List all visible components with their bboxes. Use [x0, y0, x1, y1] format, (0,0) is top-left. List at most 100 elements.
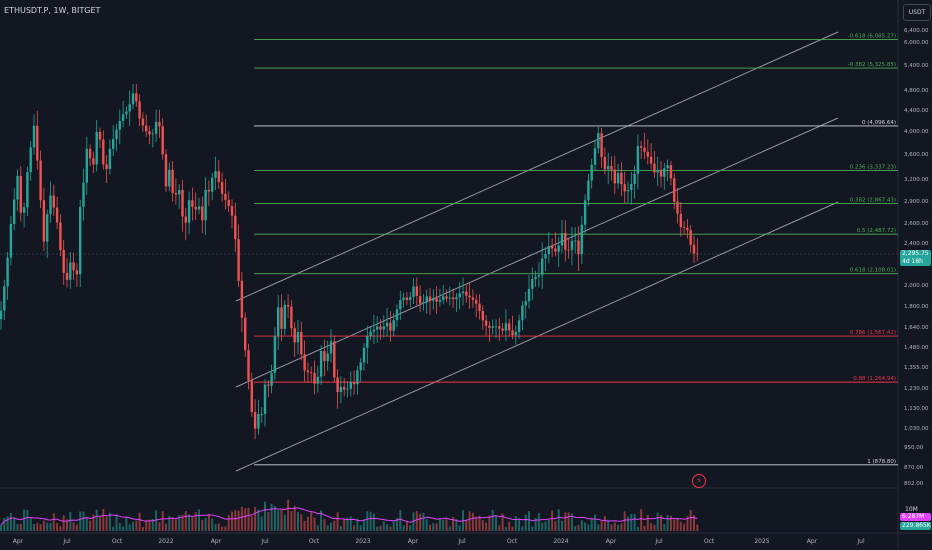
candle-body [352, 381, 356, 385]
volume-bar [650, 523, 653, 531]
volume-bar [13, 518, 16, 531]
currency-badge[interactable]: USDT [903, 4, 931, 21]
fib-level-label: 0 (4,096.64) [862, 120, 896, 126]
volume-bar [485, 522, 488, 531]
candle-body [46, 214, 49, 242]
candle-body [280, 307, 283, 329]
volume-bar [521, 526, 524, 531]
candle-body [659, 169, 663, 177]
candle-body [42, 200, 46, 242]
channel-line-1[interactable] [235, 31, 839, 302]
time-tick-label: Jul [654, 538, 663, 545]
candle-body [478, 303, 481, 311]
candle-body [577, 240, 580, 255]
candle-body [418, 296, 422, 304]
candle-body [296, 332, 300, 343]
volume-bar [623, 511, 626, 531]
candle-body [445, 296, 448, 299]
volume-bar [359, 525, 362, 531]
candle-body [494, 326, 498, 328]
candle-body [171, 169, 174, 193]
candle-body [329, 341, 333, 354]
candle-body [174, 192, 178, 195]
volume-bar [310, 512, 313, 531]
candle-body [603, 157, 607, 170]
candle-body [92, 158, 95, 165]
time-tick-label: Oct [704, 538, 715, 545]
candle-body [560, 233, 564, 246]
candle-body [227, 199, 230, 206]
candle-body [187, 200, 191, 223]
candle-body [224, 193, 227, 200]
volume-bar [16, 524, 19, 531]
candle-body [240, 280, 244, 318]
candle-body [263, 384, 267, 414]
candle-body [313, 372, 316, 384]
volume-bar [468, 511, 471, 531]
volume-bar [656, 512, 659, 531]
volume-bar [306, 516, 309, 531]
volume-bar [293, 505, 296, 531]
volume-bar [544, 521, 547, 531]
volume-bar [303, 520, 306, 531]
volume-bar [178, 515, 181, 531]
volume-bar [425, 519, 428, 531]
volume-bar [660, 514, 662, 531]
volume-bar [221, 526, 224, 531]
candle-body [610, 165, 613, 170]
candle-body [257, 414, 260, 429]
candle-body [22, 207, 26, 213]
candle-body [253, 412, 257, 429]
candle-body [39, 160, 42, 201]
volume-bar [257, 509, 260, 531]
trend-channel[interactable] [235, 31, 839, 472]
candle-body [191, 200, 194, 207]
volume-bar [155, 510, 158, 531]
volume-bar [188, 514, 191, 531]
candle-body [346, 388, 349, 390]
fib-level-label: 0.618 (2,108.01) [850, 268, 896, 274]
candle-body [270, 372, 273, 386]
fibonacci-retracement[interactable]: -0.618 (6,085.27) -0.382 (5,325.85) 0 (4,0… [254, 33, 898, 466]
volume-bar [600, 521, 603, 531]
candle-body [154, 121, 158, 134]
volume-bar [283, 514, 286, 531]
candle-body [217, 171, 220, 182]
volume-bar [570, 513, 573, 531]
time-axis[interactable]: Apr Jul Oct 2022 Apr Jul Oct 2023 Apr Jul Oct 2024 A… [13, 538, 865, 545]
volume-bar [273, 505, 276, 531]
symbol-title[interactable]: ETHUSDT.P, 1W, BITGET [4, 6, 101, 15]
volume-bar [148, 519, 151, 531]
candle-body [108, 148, 112, 169]
volume-bar [227, 515, 230, 531]
volume-bar [419, 513, 422, 531]
volume-bar [356, 518, 359, 531]
volume-bar [346, 517, 349, 531]
candle-body [339, 386, 343, 392]
candle-body [62, 250, 65, 273]
volume-bar [653, 524, 656, 531]
time-tick-label: Jul [856, 538, 865, 545]
volume-bar [429, 525, 431, 531]
volume-bar [471, 512, 474, 531]
price-tick-label: 3,600.00 [904, 152, 929, 158]
volume-bar [448, 526, 451, 531]
candle-body [508, 323, 511, 331]
volume-bar [363, 519, 365, 531]
price-tick-label: 802.00 [904, 481, 924, 487]
volume-bar [191, 517, 194, 531]
candle-body [13, 199, 16, 224]
lightning-icon[interactable]: ⚡ [692, 474, 706, 488]
candle-body [125, 111, 128, 115]
volume-bar [171, 517, 174, 531]
channel-line-2[interactable] [235, 117, 839, 388]
price-axis[interactable]: 6,400.00 6,000.00 5,400.00 4,800.00 4,400.00… [904, 28, 929, 487]
volume-bar [270, 503, 273, 531]
candle-body [385, 322, 389, 327]
volume-bar [326, 525, 329, 531]
volume-bar [686, 516, 689, 531]
volume-bar [574, 526, 577, 531]
volume-bar [23, 509, 26, 531]
